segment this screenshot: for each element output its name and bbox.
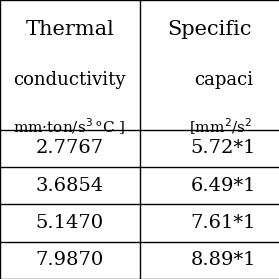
Text: 5.1470: 5.1470 [36,214,104,232]
Text: 7.9870: 7.9870 [36,251,104,269]
Text: Thermal: Thermal [25,20,114,39]
Text: 2.7767: 2.7767 [36,140,104,157]
Text: 5.72*1: 5.72*1 [191,140,256,157]
Text: 8.89*1: 8.89*1 [191,251,256,269]
Text: mm$\cdot$ton/s$^3\,$°C ]: mm$\cdot$ton/s$^3\,$°C ] [13,117,126,137]
Text: 3.6854: 3.6854 [36,177,104,195]
Text: Specific: Specific [167,20,251,39]
Text: 6.49*1: 6.49*1 [191,177,256,195]
Text: [mm$^2$/s$^2$: [mm$^2$/s$^2$ [189,117,252,137]
Text: conductivity: conductivity [13,71,126,88]
Text: capaci: capaci [194,71,253,88]
Text: 7.61*1: 7.61*1 [191,214,256,232]
